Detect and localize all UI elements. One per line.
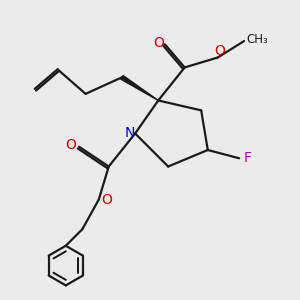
Text: F: F — [243, 151, 251, 165]
Polygon shape — [121, 76, 158, 100]
Text: O: O — [214, 44, 225, 58]
Text: O: O — [153, 36, 164, 50]
Text: O: O — [102, 193, 112, 206]
Text: N: N — [125, 127, 135, 140]
Text: CH₃: CH₃ — [247, 33, 268, 46]
Text: O: O — [65, 138, 76, 152]
